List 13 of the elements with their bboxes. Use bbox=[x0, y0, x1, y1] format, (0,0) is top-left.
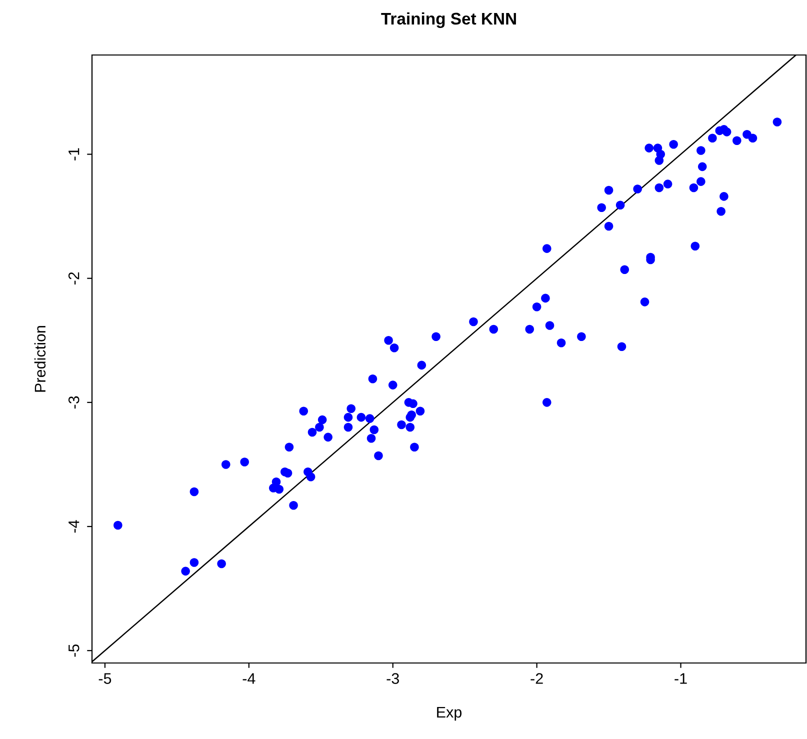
y-tick-label: -5 bbox=[68, 644, 80, 657]
y-tick-label: -4 bbox=[68, 520, 80, 533]
chart-title: Training Set KNN bbox=[381, 12, 516, 28]
y-tick-label: -3 bbox=[68, 396, 80, 409]
x-tick-label: -5 bbox=[98, 673, 112, 684]
y-tick-label: -2 bbox=[68, 272, 80, 284]
x-tick-label: -1 bbox=[674, 673, 687, 684]
y-axis-title: Prediction bbox=[34, 326, 46, 392]
x-axis-title: Exp bbox=[437, 706, 462, 721]
x-tick-label: -4 bbox=[242, 673, 256, 684]
x-tick-label: -3 bbox=[386, 673, 399, 684]
y-tick-label: -1 bbox=[68, 148, 80, 160]
x-tick-label: -2 bbox=[530, 673, 543, 684]
